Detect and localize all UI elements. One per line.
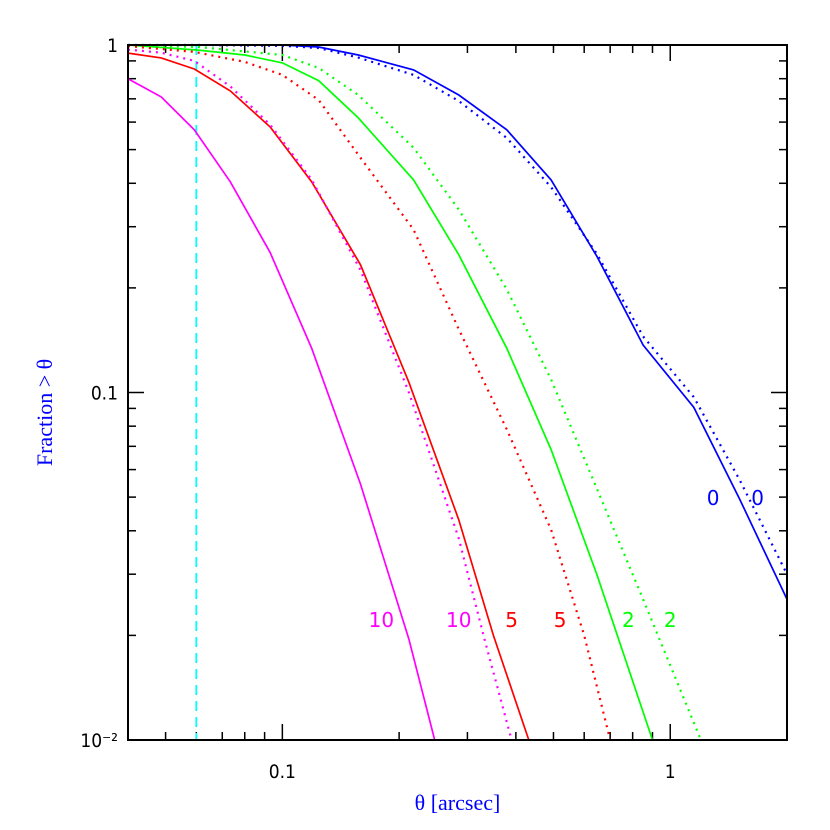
curve-label: 2 xyxy=(622,608,635,632)
curve-label: 10 xyxy=(369,608,394,632)
curve-label: 5 xyxy=(505,608,518,632)
axis-ticks xyxy=(127,44,788,741)
curve-label: 5 xyxy=(554,608,567,632)
series-line-4 xyxy=(127,52,530,741)
plot-frame xyxy=(127,44,788,741)
curve-label: 2 xyxy=(664,608,677,632)
y-axis-label: Fraction > θ xyxy=(32,359,57,466)
series-line-5 xyxy=(127,45,612,741)
curves xyxy=(127,43,788,741)
series-line-2 xyxy=(127,44,654,741)
curve-label: 0 xyxy=(751,486,764,510)
x-tick-label: 0.1 xyxy=(269,761,296,783)
curve-labels: 0 0 2 2 5 5 10 10 xyxy=(369,486,764,632)
x-tick-label: 1 xyxy=(665,761,676,783)
tick-labels: 0.1 1 1 0.1 10⁻² xyxy=(80,35,675,783)
y-tick-label: 0.1 xyxy=(91,383,118,405)
y-tick-label: 10⁻² xyxy=(80,730,118,752)
curve-label: 10 xyxy=(446,608,471,632)
series-line-7 xyxy=(127,48,513,741)
curve-label: 0 xyxy=(707,486,720,510)
series-line-6 xyxy=(127,77,436,741)
y-tick-label: 1 xyxy=(107,35,118,57)
series-line-3 xyxy=(127,43,702,741)
x-axis-label: θ [arcsec] xyxy=(415,790,501,815)
series-line-1 xyxy=(128,43,788,575)
